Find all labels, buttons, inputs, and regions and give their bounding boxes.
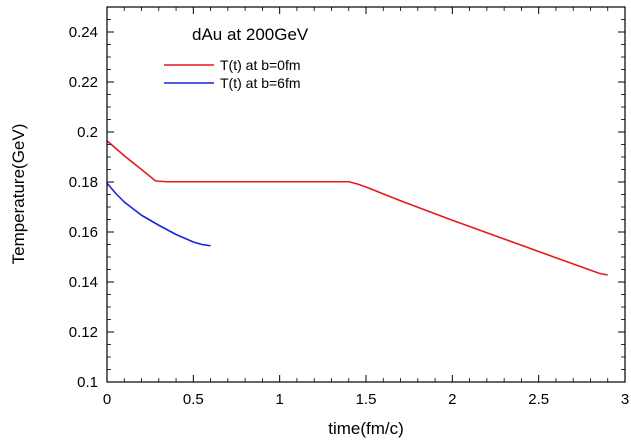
x-axis-title: time(fm/c): [328, 419, 404, 438]
y-tick-label: 0.14: [69, 274, 98, 291]
legend-label-2: T(t) at b=6fm: [220, 75, 301, 91]
y-tick-label: 0.24: [69, 24, 98, 41]
x-tick-label: 1: [275, 391, 283, 408]
y-tick-label: 0.18: [69, 174, 98, 191]
x-tick-label: 2: [448, 391, 456, 408]
y-tick-label: 0.16: [69, 224, 98, 241]
x-tick-label: 3: [621, 391, 629, 408]
series-line-2: [106, 182, 211, 247]
y-tick-label: 0.1: [77, 374, 98, 391]
legend: T(t) at b=0fm T(t) at b=6fm: [164, 57, 301, 91]
axis-tick-labels: 0 0.5 1 1.5 2 2.5 3 0.1 0.12 0.14 0.16 0.18 0.2 0.22 0…: [69, 24, 629, 408]
plot-area: [106, 140, 608, 276]
chart-annotation: dAu at 200GeV: [192, 25, 309, 44]
y-axis-title: Temperature(GeV): [9, 124, 28, 265]
x-tick-label: 1.5: [356, 391, 377, 408]
x-tick-label: 0.5: [183, 391, 204, 408]
y-tick-label: 0.22: [69, 74, 98, 91]
y-tick-label: 0.12: [69, 324, 98, 341]
series-line-1: [106, 140, 608, 276]
x-tick-label: 2.5: [528, 391, 549, 408]
x-tick-label: 0: [103, 391, 111, 408]
axis-ticks: [106, 7, 626, 383]
y-tick-label: 0.2: [77, 124, 98, 141]
legend-label-1: T(t) at b=0fm: [220, 57, 301, 73]
